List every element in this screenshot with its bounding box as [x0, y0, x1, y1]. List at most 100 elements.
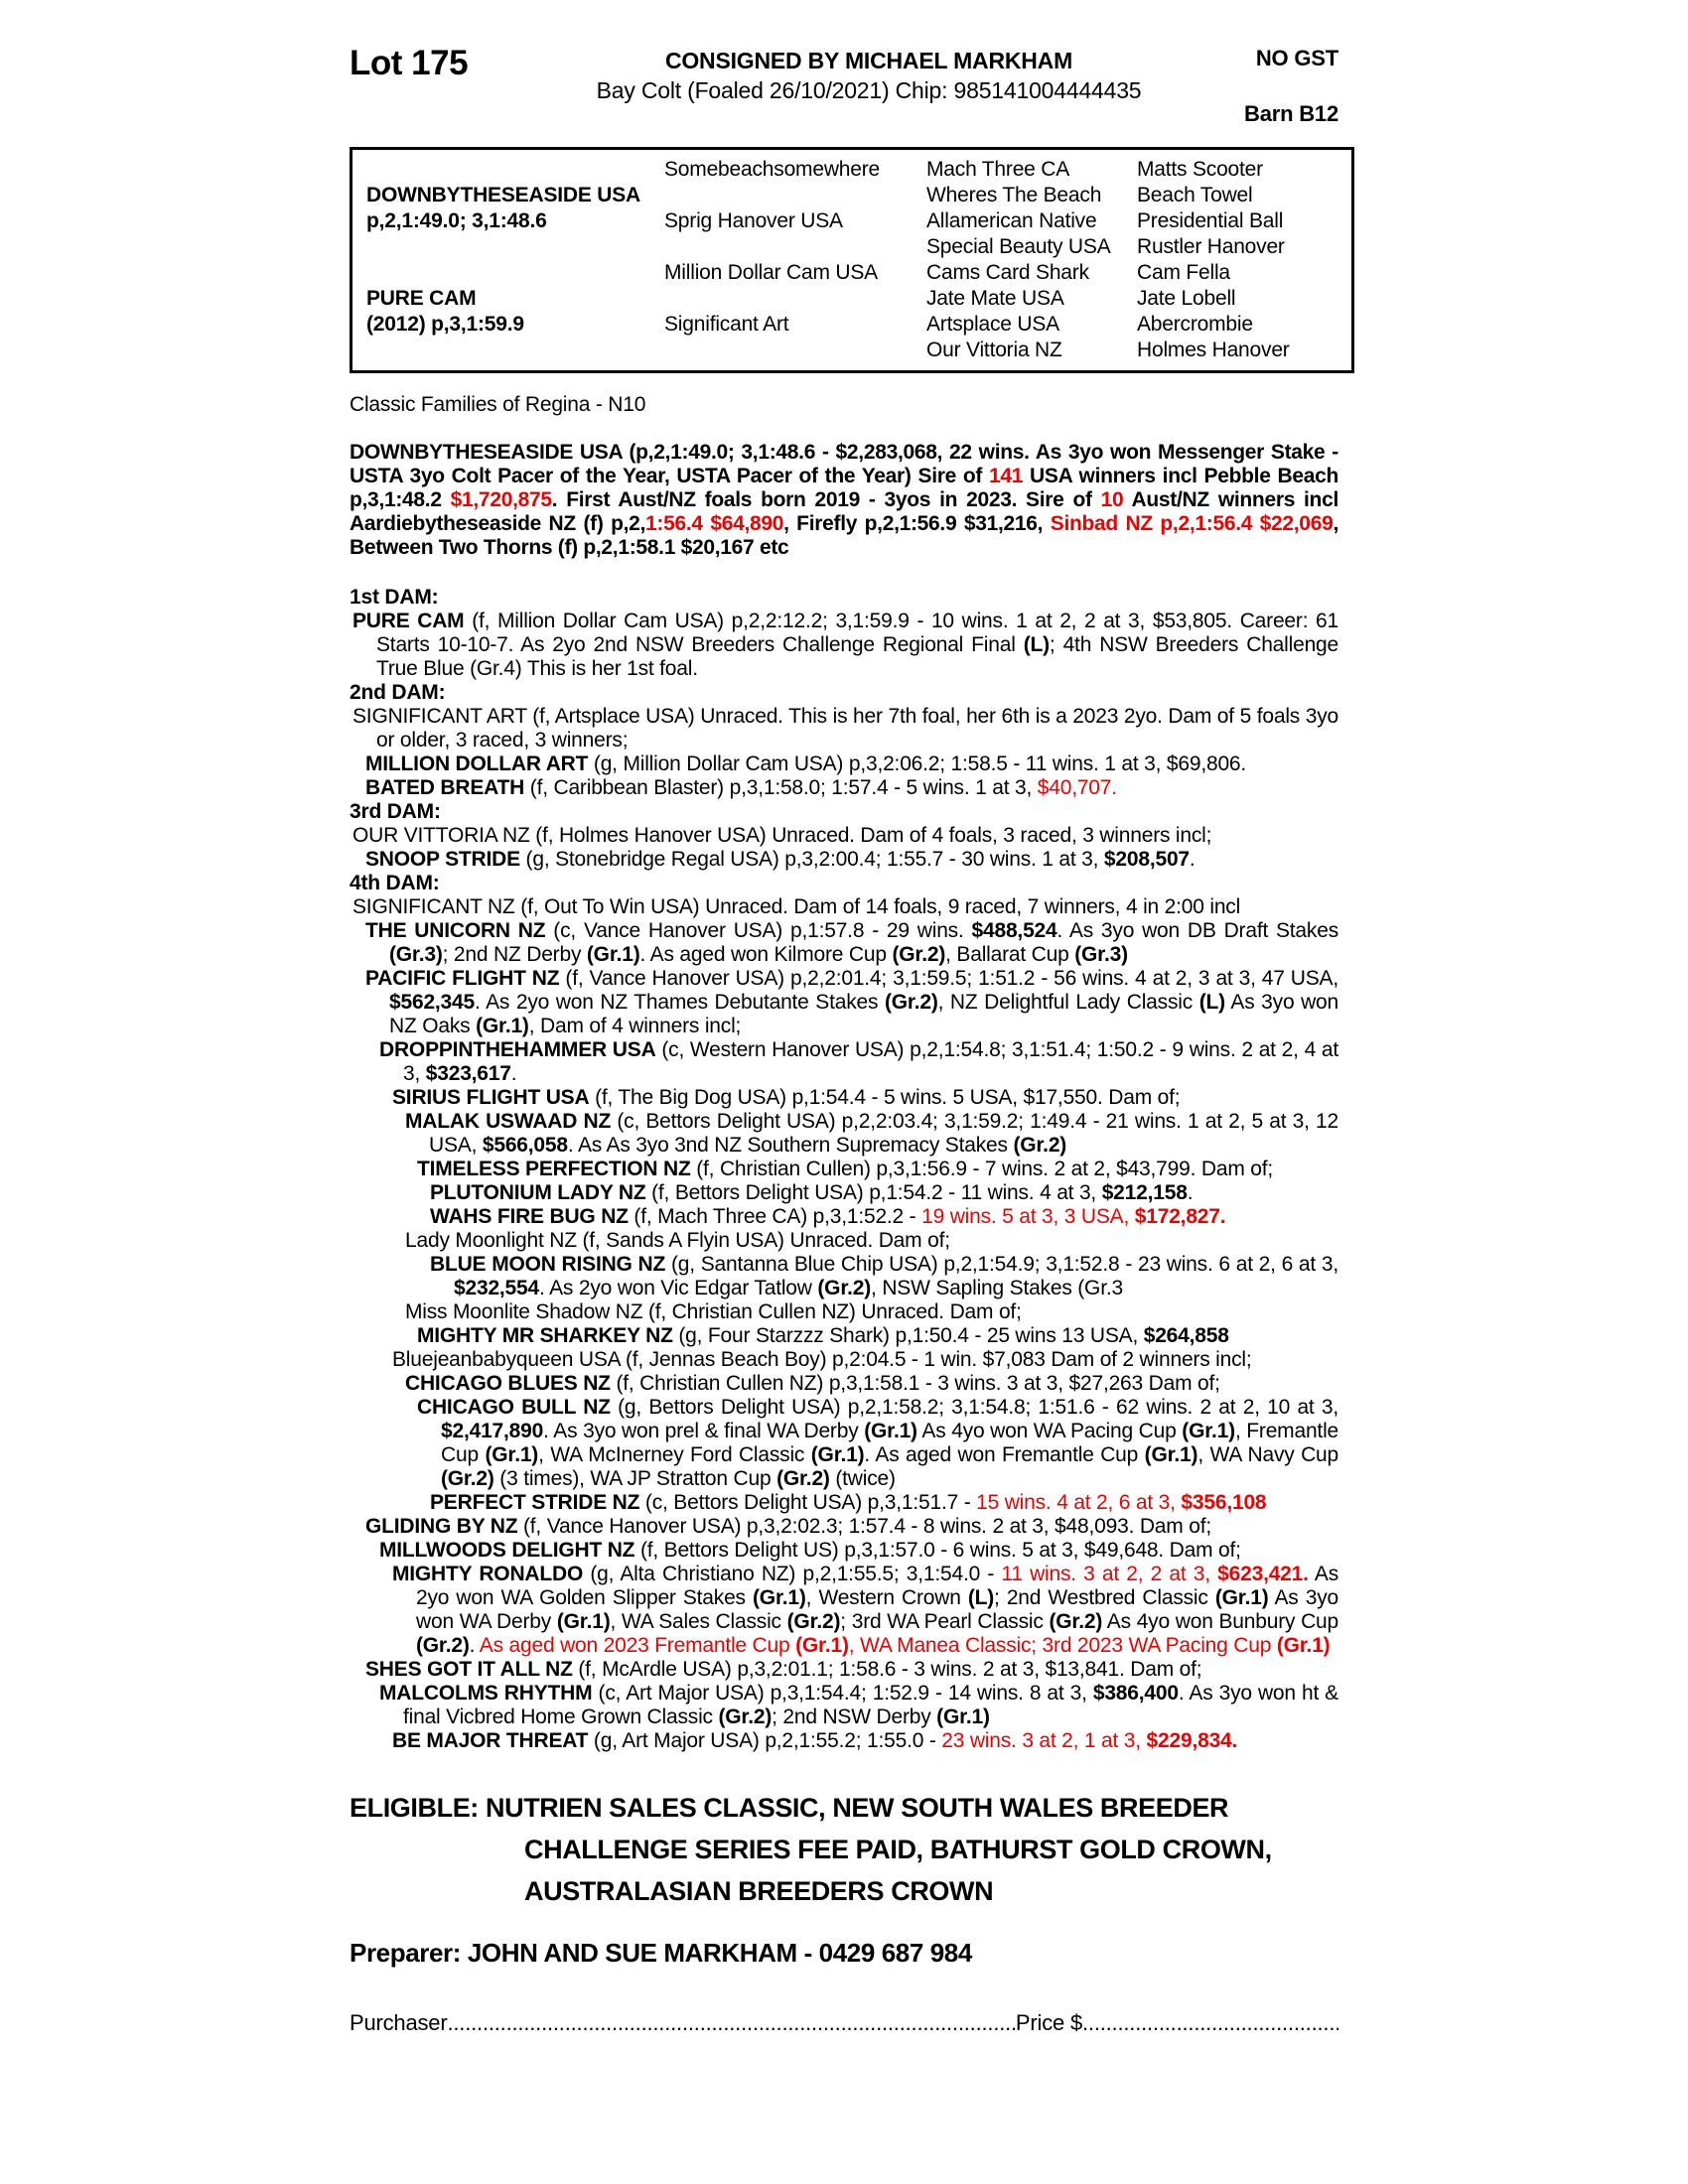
purchaser-line: Purchaser...............................…: [350, 2010, 1338, 2036]
text-run: $264,858: [1143, 1324, 1229, 1347]
text-run: Bluejeanbabyqueen USA (f, Jennas Beach B…: [392, 1348, 1252, 1371]
pedigree-entry: MALAK USWAAD NZ (c, Bettors Delight USA)…: [350, 1110, 1338, 1158]
pedigree-cell: [366, 234, 664, 260]
page-header: Lot 175 CONSIGNED BY MICHAEL MARKHAM Bay…: [350, 44, 1338, 127]
text-run: (f, Vance Hanover USA) p,3,2:02.3; 1:57.…: [517, 1515, 1211, 1538]
text-run: . As As 3yo 3nd NZ Southern Supremacy St…: [567, 1134, 1014, 1157]
pedigree-entry: THE UNICORN NZ (c, Vance Hanover USA) p,…: [350, 919, 1338, 967]
text-run: (Gr.2): [817, 1277, 872, 1299]
pedigree-row: Million Dollar Cam USA Cams Card Shark Cam…: [366, 260, 1337, 286]
text-run: (Gr.1): [586, 943, 640, 966]
text-run: PERFECT STRIDE NZ: [430, 1491, 640, 1514]
text-run: (L): [1198, 991, 1225, 1014]
text-run: (c, Bettors Delight USA) p,3,1:51.7 -: [639, 1491, 977, 1514]
text-run: $323,617: [425, 1062, 511, 1085]
pedigree-cell: [664, 286, 926, 312]
text-run: $488,524: [971, 919, 1057, 942]
text-run: $356,108: [1181, 1491, 1267, 1514]
text-run: TIMELESS PERFECTION NZ: [417, 1158, 691, 1180]
pedigree-cell: Holmes Hanover: [1137, 339, 1290, 361]
text-run: (c, Vance Hanover USA) p,1:57.8 - 29 win…: [545, 919, 972, 942]
text-run: (Gr.3): [389, 943, 443, 966]
text-run: As 2yo won WA Golden Slipper Stakes: [416, 1563, 1338, 1609]
pedigree-box: Somebeachsomewhere Mach Three CA Matts Sco…: [350, 147, 1354, 373]
text-run: (Gr.1): [485, 1443, 539, 1466]
text-run: DROPPINTHEHAMMER USA: [379, 1038, 656, 1061]
pedigree-entry: PERFECT STRIDE NZ (c, Bettors Delight US…: [350, 1491, 1338, 1515]
pedigree-cell: Beach Towel: [1137, 184, 1253, 206]
text-run: (g, Art Major USA) p,2,1:55.2; 1:55.0 -: [588, 1729, 942, 1752]
gst-status: NO GST: [1255, 46, 1338, 70]
pedigree-cell: Matts Scooter: [1137, 158, 1263, 181]
pedigree-entry: CHICAGO BLUES NZ (f, Christian Cullen NZ…: [350, 1372, 1338, 1396]
pedigree-cell: Significant Art: [664, 313, 789, 336]
barn-number: Barn B12: [1244, 101, 1338, 126]
text-run: BLUE MOON RISING NZ: [430, 1253, 666, 1276]
pedigree-entry: DROPPINTHEHAMMER USA (c, Western Hanover…: [350, 1038, 1338, 1086]
text-run: SIGNIFICANT ART (f, Artsplace USA) Unrac…: [352, 705, 1338, 751]
pedigree-row: Special Beauty USA Rustler Hanover: [366, 234, 1337, 260]
dam-sections: 1st DAM: PURE CAM (f, Million Dollar Cam …: [350, 586, 1338, 1753]
eligible-line: AUSTRALASIAN BREEDERS CROWN: [524, 1876, 994, 1906]
text-run: (f, Million Dollar Cam USA) p,2,2:12.2; …: [376, 610, 1338, 656]
text-run: ; 3rd WA Pearl Classic: [840, 1610, 1050, 1633]
text-run: .: [1187, 1181, 1194, 1204]
text-run: . As 3yo won DB Draft Stakes: [1056, 919, 1339, 942]
text-run: MILLION DOLLAR ART: [365, 752, 589, 775]
pedigree-cell: [664, 234, 926, 260]
pedigree-cell: Wheres The Beach: [926, 184, 1102, 206]
text-run: (Gr.2): [416, 1634, 470, 1657]
pedigree-entry: SIRIUS FLIGHT USA (f, The Big Dog USA) p…: [350, 1086, 1338, 1110]
text-run: (c, Western Hanover USA) p,2,1:54.8; 3,1…: [403, 1038, 1339, 1085]
purchaser-dotted-line: ........................................…: [447, 2010, 1015, 2035]
text-run: MALCOLMS RHYTHM: [379, 1682, 593, 1705]
text-run: (Gr.2): [1013, 1134, 1067, 1157]
pedigree-cell: [366, 260, 664, 286]
pedigree-cell: Million Dollar Cam USA: [664, 261, 878, 284]
text-run: (Gr.1): [795, 1634, 849, 1657]
text-run: (g, Four Starzzz Shark) p,1:50.4 - 25 wi…: [672, 1324, 1144, 1347]
text-run: 10: [1100, 488, 1124, 511]
text-run: (L): [967, 1586, 995, 1609]
text-run: Miss Moonlite Shadow NZ (f, Christian Cu…: [405, 1300, 1022, 1323]
text-run: PLUTONIUM LADY NZ: [430, 1181, 646, 1204]
price-label: Price $: [1015, 2010, 1082, 2035]
text-run: .: [469, 1634, 480, 1657]
text-run: (f, Christian Cullen NZ) p,3,1:58.1 - 3 …: [610, 1372, 1220, 1395]
text-run: As aged won 2023 Fremantle Cup: [479, 1634, 796, 1657]
text-run: (Gr.1): [1182, 1420, 1235, 1442]
text-run: ; 2nd NZ Derby: [442, 943, 587, 966]
foaling-chip-line: Bay Colt (Foaled 26/10/2021) Chip: 98514…: [596, 77, 1142, 103]
pedigree-cell: Cams Card Shark: [926, 261, 1089, 284]
pedigree-entry: MALCOLMS RHYTHM (c, Art Major USA) p,3,1…: [350, 1682, 1338, 1729]
pedigree-cell: Presidential Ball: [1137, 209, 1284, 232]
text-run: (Gr.2): [892, 943, 946, 966]
text-run: , Western Crown: [805, 1586, 968, 1609]
pedigree-entry: MILLWOODS DELIGHT NZ (f, Bettors Delight…: [350, 1539, 1338, 1563]
pedigree-cell: Somebeachsomewhere: [664, 158, 881, 181]
text-run: ; 4th NSW Breeders Challenge True Blue (…: [376, 633, 1339, 680]
text-run: (Gr.1): [936, 1706, 990, 1728]
page-content: Lot 175 CONSIGNED BY MICHAEL MARKHAM Bay…: [350, 44, 1354, 2036]
pedigree-cell: Special Beauty USA: [926, 235, 1111, 258]
text-run: (Gr.1): [753, 1586, 806, 1609]
text-run: (Gr.1): [1276, 1634, 1331, 1657]
pedigree-cell: Abercrombie: [1137, 313, 1253, 336]
pedigree-entry: PURE CAM (f, Million Dollar Cam USA) p,2…: [350, 610, 1338, 681]
text-run: $232,554: [454, 1277, 539, 1299]
text-run: . As aged won Kilmore Cup: [639, 943, 893, 966]
text-run: (Gr.1): [476, 1015, 529, 1037]
purchaser-label: Purchaser: [350, 2010, 448, 2035]
pedigree-entry: BLUE MOON RISING NZ (g, Santanna Blue Ch…: [350, 1253, 1338, 1300]
pedigree-cell: Artsplace USA: [926, 313, 1059, 336]
text-run: Sinbad NZ p,2,1:56.4 $22,069: [1050, 512, 1334, 535]
text-run: (Gr.1): [556, 1610, 611, 1633]
lot-number: Lot 175: [350, 44, 469, 82]
text-run: (Gr.1): [1214, 1586, 1269, 1609]
text-run: $172,827.: [1134, 1205, 1226, 1228]
dam-section-heading: 4th DAM:: [350, 872, 440, 894]
text-run: (Gr.1): [864, 1420, 917, 1442]
text-run: MALAK USWAAD NZ: [405, 1110, 612, 1133]
text-run: BE MAJOR THREAT: [392, 1729, 589, 1752]
text-run: (f, Bettors Delight USA) p,1:54.2 - 11 w…: [645, 1181, 1102, 1204]
